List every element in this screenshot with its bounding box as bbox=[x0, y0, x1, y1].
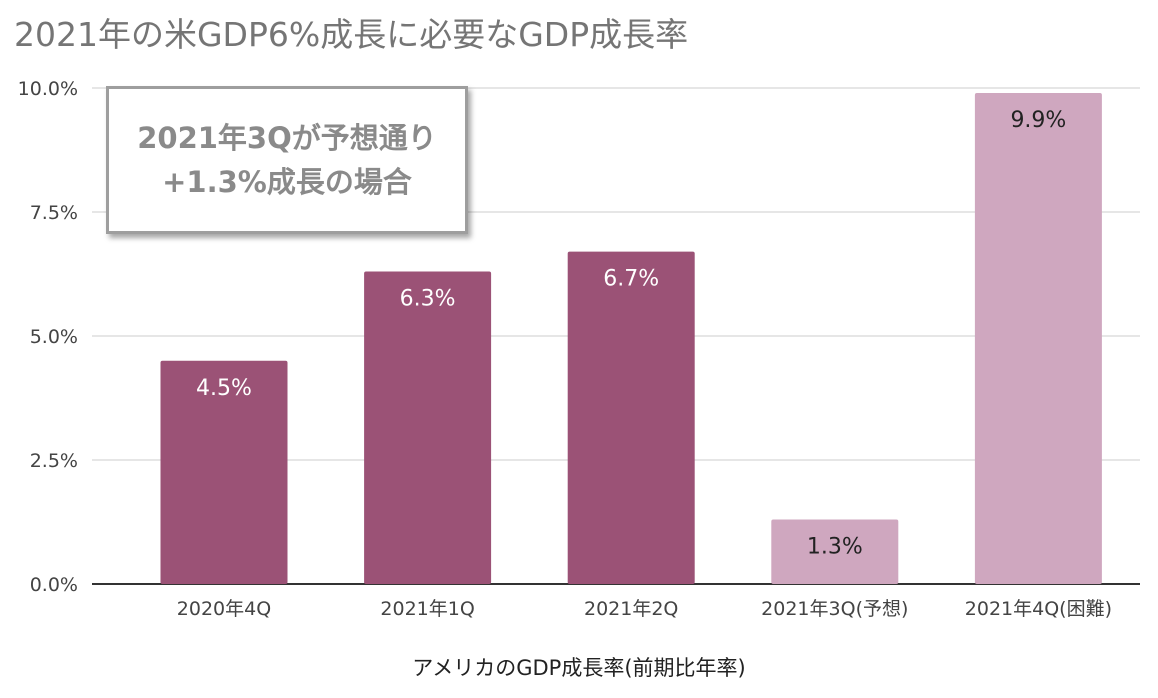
bar-4 bbox=[771, 519, 899, 584]
annotation-line-1: 2021年3Qが予想通り bbox=[137, 121, 437, 155]
tick-labels: 0.0% 2.5% 5.0% 7.5% 10.0% 2020年4Q 2021年1Q 2021年… bbox=[18, 78, 1112, 620]
chart-title: 2021年の米GDP6%成長に必要なGDP成長率 bbox=[14, 15, 689, 54]
y-tick-label: 5.0% bbox=[30, 326, 78, 348]
data-label: 6.3% bbox=[400, 287, 456, 312]
y-tick-label: 2.5% bbox=[30, 450, 78, 472]
x-tick-label: 2021年4Q(困難) bbox=[965, 598, 1112, 620]
x-tick-label: 2021年2Q bbox=[584, 598, 678, 620]
bar-5 bbox=[974, 92, 1102, 585]
bar-1 bbox=[160, 360, 288, 584]
y-tick-label: 10.0% bbox=[18, 78, 78, 100]
x-tick-label: 2021年3Q(予想) bbox=[761, 598, 908, 620]
y-tick-label: 0.0% bbox=[30, 574, 78, 596]
x-tick-label: 2021年1Q bbox=[380, 598, 474, 620]
data-label: 4.5% bbox=[196, 376, 252, 401]
bar-3 bbox=[567, 251, 695, 584]
data-label: 1.3% bbox=[807, 535, 863, 560]
data-label: 6.7% bbox=[603, 267, 659, 292]
x-tick-label: 2020年4Q bbox=[177, 598, 271, 620]
annotation-line-2: +1.3%成長の場合 bbox=[162, 165, 412, 199]
x-axis-label: アメリカのGDP成長率(前期比年率) bbox=[412, 656, 746, 680]
data-labels: 4.5% 6.3% 6.7% 1.3% 9.9% bbox=[196, 108, 1066, 560]
annotation-box: 2021年3Qが予想通り +1.3%成長の場合 bbox=[106, 86, 468, 234]
data-label: 9.9% bbox=[1010, 108, 1066, 133]
bars bbox=[160, 92, 1102, 585]
bar-2 bbox=[364, 271, 492, 584]
y-tick-label: 7.5% bbox=[30, 202, 78, 224]
